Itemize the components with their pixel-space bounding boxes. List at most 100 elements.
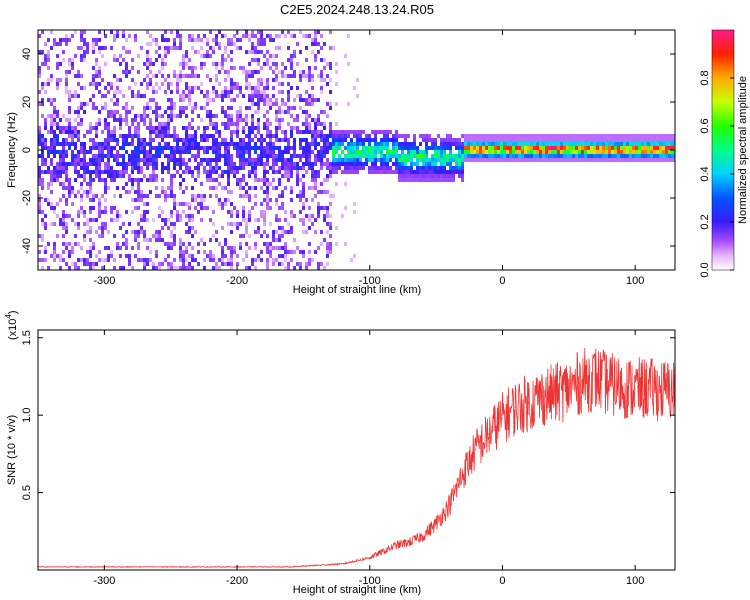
heatmap-cell <box>65 42 68 46</box>
heatmap-cell <box>65 214 68 218</box>
spectrogram-x-axis-label: Height of straight line (km) <box>293 284 421 296</box>
heatmap-cell <box>323 146 326 150</box>
heatmap-cell <box>155 166 158 170</box>
heatmap-cell <box>272 78 275 82</box>
heatmap-cell <box>41 146 44 150</box>
heatmap-cell <box>281 190 284 194</box>
snr-point <box>488 433 490 435</box>
heatmap-cell <box>329 222 332 226</box>
heatmap-cell <box>257 42 260 46</box>
heatmap-cell <box>281 162 284 166</box>
heatmap-cell <box>38 34 41 38</box>
heatmap-cell <box>77 170 80 174</box>
heatmap-cell <box>272 54 275 58</box>
heatmap-cell <box>356 130 359 134</box>
heatmap-cell <box>149 134 152 138</box>
snr-x-axis-label: Height of straight line (km) <box>293 584 421 596</box>
heatmap-cell <box>317 114 320 118</box>
heatmap-cell <box>404 134 407 138</box>
heatmap-cell <box>464 150 467 154</box>
heatmap-cell <box>65 170 68 174</box>
heatmap-cell <box>308 94 311 98</box>
heatmap-cell <box>329 62 332 66</box>
heatmap-cell <box>92 246 95 250</box>
heatmap-cell <box>182 54 185 58</box>
heatmap-cell <box>584 158 587 162</box>
heatmap-cell <box>206 110 209 114</box>
heatmap-cell <box>221 174 224 178</box>
heatmap-cell <box>122 106 125 110</box>
heatmap-cell <box>191 134 194 138</box>
heatmap-cell <box>80 162 83 166</box>
heatmap-cell <box>173 226 176 230</box>
heatmap-cell <box>641 142 644 146</box>
heatmap-cell <box>314 134 317 138</box>
heatmap-cell <box>134 134 137 138</box>
heatmap-cell <box>110 130 113 134</box>
heatmap-cell <box>521 134 524 138</box>
heatmap-cell <box>338 158 341 162</box>
heatmap-cell <box>50 178 53 182</box>
heatmap-cell <box>458 138 461 142</box>
heatmap-cell <box>98 46 101 50</box>
heatmap-cell <box>152 162 155 166</box>
heatmap-cell <box>62 166 65 170</box>
heatmap-cell <box>173 114 176 118</box>
heatmap-cell <box>44 126 47 130</box>
heatmap-cell <box>128 86 131 90</box>
heatmap-cell <box>155 238 158 242</box>
heatmap-cell <box>167 254 170 258</box>
heatmap-cell <box>194 158 197 162</box>
heatmap-cell <box>371 158 374 162</box>
heatmap-cell <box>56 202 59 206</box>
heatmap-cell <box>134 230 137 234</box>
heatmap-cell <box>449 178 452 182</box>
heatmap-cell <box>137 178 140 182</box>
heatmap-cell <box>338 162 341 166</box>
heatmap-cell <box>632 158 635 162</box>
heatmap-cell <box>281 246 284 250</box>
heatmap-cell <box>215 146 218 150</box>
heatmap-cell <box>482 146 485 150</box>
heatmap-cell <box>107 158 110 162</box>
heatmap-cell <box>401 134 404 138</box>
heatmap-cell <box>287 262 290 266</box>
heatmap-cell <box>212 142 215 146</box>
heatmap-cell <box>125 242 128 246</box>
heatmap-cell <box>176 134 179 138</box>
heatmap-cell <box>290 114 293 118</box>
heatmap-cell <box>449 162 452 166</box>
heatmap-cell <box>194 194 197 198</box>
heatmap-cell <box>80 194 83 198</box>
heatmap-cell <box>173 154 176 158</box>
heatmap-cell <box>212 126 215 130</box>
heatmap-cell <box>74 110 77 114</box>
heatmap-cell <box>80 54 83 58</box>
heatmap-cell <box>449 154 452 158</box>
heatmap-cell <box>98 122 101 126</box>
heatmap-cell <box>233 98 236 102</box>
heatmap-cell <box>341 138 344 142</box>
heatmap-cell <box>272 258 275 262</box>
heatmap-cell <box>116 90 119 94</box>
heatmap-cell <box>212 98 215 102</box>
heatmap-cell <box>188 94 191 98</box>
heatmap-cell <box>77 210 80 214</box>
heatmap-cell <box>332 46 335 50</box>
heatmap-cell <box>422 158 425 162</box>
heatmap-cell <box>287 82 290 86</box>
heatmap-cell <box>314 138 317 142</box>
heatmap-cell <box>182 58 185 62</box>
heatmap-cell <box>173 194 176 198</box>
heatmap-cell <box>518 154 521 158</box>
heatmap-cell <box>155 106 158 110</box>
heatmap-cell <box>59 130 62 134</box>
heatmap-cell <box>230 98 233 102</box>
heatmap-cell <box>494 146 497 150</box>
heatmap-cell <box>158 194 161 198</box>
heatmap-cell <box>323 238 326 242</box>
heatmap-cell <box>197 250 200 254</box>
heatmap-cell <box>149 154 152 158</box>
heatmap-cell <box>608 154 611 158</box>
heatmap-cell <box>227 158 230 162</box>
